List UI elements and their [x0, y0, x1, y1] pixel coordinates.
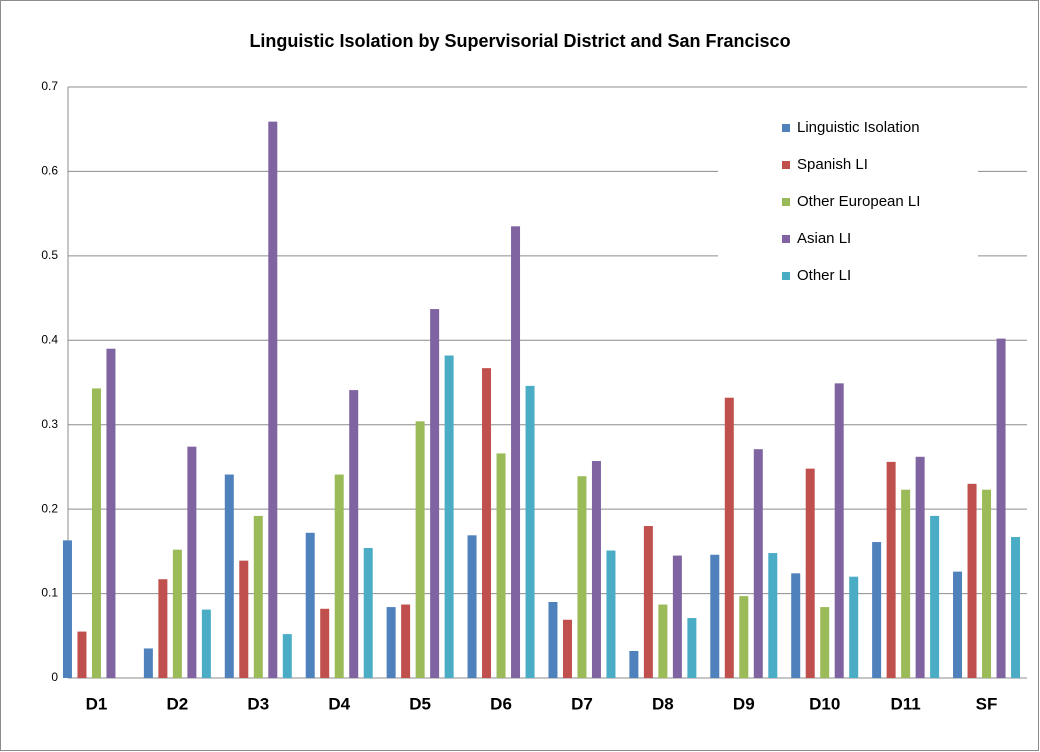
bar	[687, 618, 697, 678]
bar	[724, 397, 734, 678]
bar	[224, 474, 234, 678]
legend-swatch	[782, 198, 790, 206]
x-tick-label: D2	[167, 694, 189, 713]
bar	[172, 549, 182, 678]
bar	[967, 483, 977, 678]
bar	[834, 383, 844, 678]
x-tick-label: D10	[809, 694, 840, 713]
bar	[334, 474, 344, 678]
bar	[672, 555, 682, 678]
bar	[886, 461, 896, 678]
legend-label: Other European LI	[797, 193, 920, 210]
bar	[91, 388, 101, 678]
bar	[305, 532, 315, 678]
y-tick-label: 0.2	[41, 501, 58, 515]
x-tick-label: D1	[86, 694, 108, 713]
y-tick-label: 0.1	[41, 586, 58, 600]
bar	[930, 515, 940, 678]
bar	[363, 547, 373, 678]
bar	[577, 476, 587, 678]
y-tick-label: 0.5	[41, 248, 58, 262]
bar	[872, 542, 882, 678]
bar	[201, 609, 211, 678]
y-tick-label: 0.4	[41, 332, 58, 346]
legend-swatch	[782, 161, 790, 169]
bar	[562, 619, 572, 678]
x-tick-label: D8	[652, 694, 674, 713]
bar	[739, 596, 749, 678]
bar	[996, 338, 1006, 678]
legend-swatch	[782, 272, 790, 280]
bar	[320, 608, 330, 678]
bar	[386, 607, 396, 678]
bar	[901, 489, 911, 678]
legend-swatch	[782, 235, 790, 243]
chart-title: Linguistic Isolation by Supervisorial Di…	[249, 31, 790, 51]
bar	[511, 226, 521, 679]
x-tick-label: D11	[891, 694, 921, 713]
bar	[820, 607, 830, 678]
bar	[158, 579, 168, 678]
legend-label: Asian LI	[797, 230, 851, 247]
bar	[482, 368, 492, 678]
bar	[525, 385, 535, 678]
bar	[768, 553, 778, 678]
legend-swatch	[782, 124, 790, 132]
bar	[253, 515, 263, 678]
bar	[953, 571, 963, 678]
bar	[629, 650, 639, 678]
bar	[805, 468, 815, 678]
legend-box	[718, 105, 978, 295]
bar	[430, 309, 440, 678]
bar	[753, 449, 763, 678]
y-tick-label: 0.6	[41, 164, 58, 178]
bar	[401, 604, 411, 678]
bar	[415, 421, 425, 678]
x-tick-label: SF	[976, 694, 998, 713]
bar	[710, 554, 720, 678]
x-tick-label: D5	[409, 694, 431, 713]
bar	[268, 121, 278, 678]
bar	[282, 634, 292, 678]
x-tick-label: D3	[247, 694, 269, 713]
bar	[982, 489, 992, 678]
bar	[791, 573, 801, 678]
x-tick-label: D6	[490, 694, 512, 713]
bar	[1011, 537, 1021, 678]
bar	[187, 446, 197, 678]
bar	[591, 461, 601, 678]
legend-label: Spanish LI	[797, 156, 868, 173]
legend-label: Linguistic Isolation	[797, 119, 920, 136]
bar	[658, 604, 668, 678]
bar	[548, 602, 558, 678]
y-tick-label: 0	[51, 670, 58, 684]
bar	[849, 576, 859, 678]
bar	[77, 631, 87, 678]
bar	[106, 348, 116, 678]
bar	[349, 390, 359, 678]
bar	[643, 526, 653, 678]
bar	[239, 560, 249, 678]
bar	[444, 355, 454, 678]
x-tick-label: D9	[733, 694, 755, 713]
legend-label: Other LI	[797, 267, 851, 284]
bar	[143, 648, 153, 678]
y-tick-label: 0.3	[41, 417, 58, 431]
y-tick-label: 0.7	[41, 79, 58, 93]
bar	[606, 550, 616, 678]
x-tick-label: D4	[328, 694, 350, 713]
bar	[467, 535, 477, 678]
bar	[915, 456, 925, 678]
bar	[62, 540, 72, 678]
bar	[496, 453, 506, 678]
x-tick-label: D7	[571, 694, 593, 713]
